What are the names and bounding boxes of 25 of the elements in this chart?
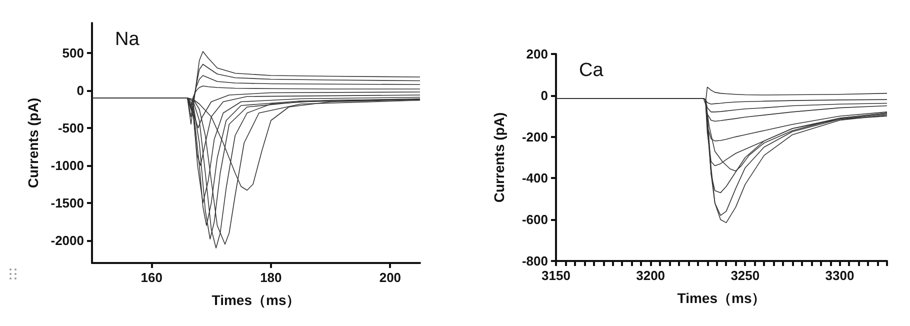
x-tick-label: 180 bbox=[260, 270, 282, 285]
y-tick-label: -500 bbox=[58, 120, 84, 136]
x-tick-label: 200 bbox=[379, 270, 402, 285]
y-axis-title: Currents (pA) bbox=[24, 98, 41, 188]
x-tick-label: 3200 bbox=[636, 268, 666, 283]
x-axis-title: Times（ms） bbox=[677, 290, 766, 306]
y-tick-label: -1500 bbox=[50, 196, 84, 210]
x-tick-label: 160 bbox=[140, 270, 162, 285]
x-tick-label: 3250 bbox=[730, 268, 760, 283]
y-tick-label: -2000 bbox=[50, 233, 84, 248]
y-tick-label: 200 bbox=[526, 46, 548, 62]
y-axis-title: Currents (pA) bbox=[491, 112, 507, 203]
y-tick-label: -800 bbox=[522, 254, 548, 268]
x-tick-label: 3150 bbox=[542, 268, 570, 283]
chart-title: Na bbox=[115, 29, 140, 50]
chart-title: Ca bbox=[579, 60, 604, 81]
x-tick-label: 3300 bbox=[825, 268, 854, 283]
y-tick-label: 0 bbox=[540, 88, 548, 103]
x-axis-title: Times（ms） bbox=[212, 292, 300, 308]
y-tick-label: -200 bbox=[522, 129, 548, 144]
y-tick-label: -400 bbox=[522, 170, 548, 186]
y-tick-label: 500 bbox=[62, 46, 84, 60]
y-tick-label: -1000 bbox=[50, 158, 84, 173]
y-tick-label: 0 bbox=[76, 83, 84, 98]
y-tick-label: -600 bbox=[522, 212, 548, 228]
